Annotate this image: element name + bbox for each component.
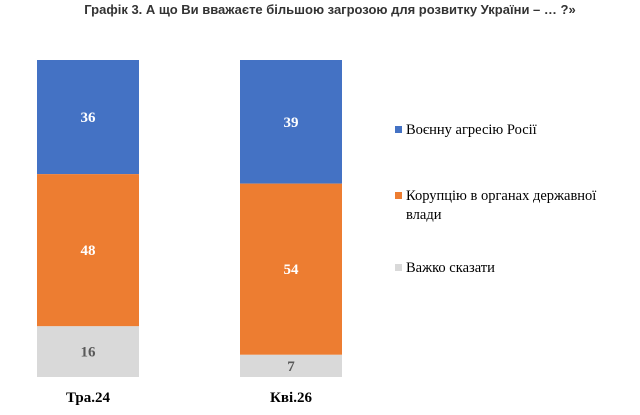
bars-group: 36 48 16 39 54 7 — [37, 60, 342, 377]
data-label: 36 — [81, 110, 97, 126]
data-label: 54 — [284, 262, 300, 278]
bar-segment-Тра.24-2 — [37, 174, 139, 327]
legend-swatch — [395, 192, 402, 199]
legend-swatch — [395, 126, 402, 133]
legend-label: Важко сказати — [406, 260, 495, 276]
data-label: 39 — [284, 115, 299, 131]
legend-label: Корупцію в органах державної влади — [406, 188, 596, 223]
bar-segment-Кві.26-3 — [240, 354, 342, 377]
legend-label: Воєнну агресію Росії — [406, 122, 537, 138]
bar-segment-Тра.24-3 — [37, 326, 139, 377]
legend-swatch — [395, 264, 402, 271]
legend: Воєнну агресію Росії Корупцію в органах д… — [395, 122, 596, 276]
chart-title: Графік 3. А що Ви вважаєте більшою загро… — [84, 2, 575, 17]
data-label: 7 — [287, 359, 295, 375]
category-label: Кві.26 — [270, 390, 312, 406]
bar-segment-Кві.26-1 — [240, 60, 342, 184]
data-label: 16 — [81, 345, 97, 361]
bar-segment-Тра.24-1 — [37, 60, 139, 175]
data-label: 48 — [81, 243, 96, 259]
bar-segment-Кві.26-2 — [240, 183, 342, 355]
category-labels: Тра.24 Кві.26 — [66, 390, 312, 406]
category-label: Тра.24 — [66, 390, 111, 406]
